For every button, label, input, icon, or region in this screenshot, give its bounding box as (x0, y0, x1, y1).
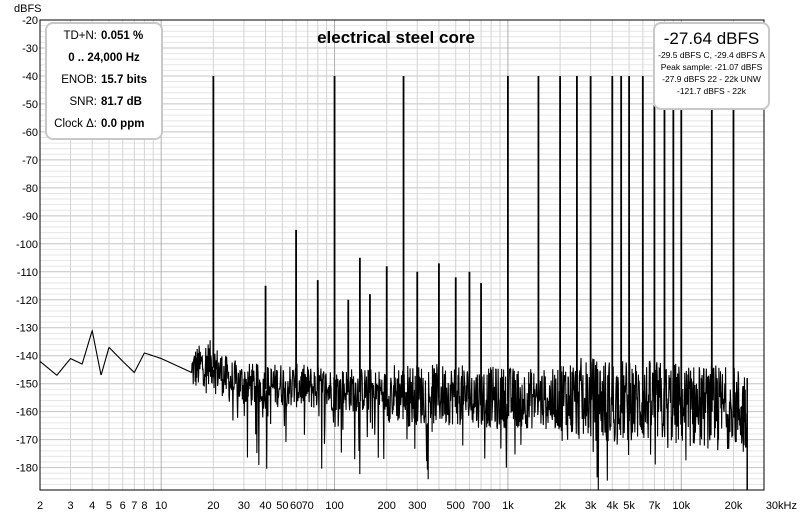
y-tick-label: -20 (22, 15, 38, 27)
x-tick-label: 60 (290, 500, 302, 512)
tdn-row: TD+N: 0.051 % (47, 30, 161, 48)
level-readout-panel: -27.64 dBFS -29.5 dBFS C, -29.4 dBFS A P… (653, 22, 770, 110)
x-tick-label: 20k (725, 500, 743, 512)
x-tick-label: 40 (259, 500, 271, 512)
x-tick-label: 200 (378, 500, 396, 512)
spectrum-trace-group (39, 75, 748, 491)
y-tick-label: -150 (16, 379, 38, 391)
y-tick-label: -140 (16, 351, 38, 363)
snr-label: SNR: (69, 96, 97, 108)
x-tick-label: 100 (325, 500, 343, 512)
tdn-label: TD+N: (63, 30, 97, 42)
x-tick-label: 2 (37, 500, 43, 512)
y-tick-label: -120 (16, 295, 38, 307)
y-tick-label: -180 (16, 463, 38, 475)
y-tick-label: -170 (16, 435, 38, 447)
y-tick-label: -40 (22, 71, 38, 83)
clock-label: Clock Δ: (54, 118, 97, 130)
x-tick-label: 6 (120, 500, 126, 512)
y-axis-label: dBFS (14, 3, 42, 15)
y-tick-label: -70 (22, 155, 38, 167)
x-tick-label: 5 (106, 500, 112, 512)
y-tick-label: -90 (22, 211, 38, 223)
x-tick-label: 10 (155, 500, 167, 512)
plot-border (39, 19, 765, 491)
enob-label: ENOB: (61, 74, 97, 86)
x-tick-label: 30kHz (766, 500, 797, 512)
snr-row: SNR: 81.7 dB (47, 96, 161, 114)
y-tick-label: -160 (16, 407, 38, 419)
x-tick-label: 4k (606, 500, 618, 512)
x-tick-label: 3 (67, 500, 73, 512)
x-tick-label: 70 (302, 500, 314, 512)
y-tick-label: -130 (16, 323, 38, 335)
x-tick-labels: 2 3 4 5 6 7 8 10 20 30 40 50 60 70 100 200 300 500 700 1k 2k… (37, 500, 797, 512)
x-tick-label: 7k (649, 500, 661, 512)
enob-row: ENOB: 15.7 bits (47, 74, 161, 92)
frequency-range-row: 0 .. 24,000 Hz (47, 52, 161, 70)
x-tick-label: 10k (672, 500, 690, 512)
tdn-value: 0.051 % (101, 30, 144, 42)
x-tick-label: 700 (472, 500, 490, 512)
level-unweighted: -27.9 dBFS 22 - 22k UNW (662, 74, 761, 84)
x-tick-label: 2k (554, 500, 566, 512)
y-tick-label: -100 (16, 239, 38, 251)
measurement-stats-panel: TD+N: 0.051 % 0 .. 24,000 Hz ENOB: 15.7 … (45, 22, 163, 140)
enob-value: 15.7 bits (101, 74, 148, 86)
chart-title: electrical steel core (317, 28, 475, 47)
y-tick-label: -30 (22, 43, 38, 55)
x-tick-label: 7 (131, 500, 137, 512)
x-tick-label: 8 (141, 500, 147, 512)
y-tick-label: -60 (22, 127, 38, 139)
x-tick-label: 30 (238, 500, 250, 512)
x-tick-label: 50 (276, 500, 288, 512)
frequency-range: 0 .. 24,000 Hz (68, 52, 140, 64)
level-weighted: -29.5 dBFS C, -29.4 dBFS A (658, 50, 765, 60)
x-tick-label: 300 (408, 500, 426, 512)
x-tick-label: 20 (207, 500, 219, 512)
clock-value: 0.0 ppm (101, 118, 145, 130)
x-tick-label: 1k (502, 500, 514, 512)
x-tick-label: 3k (585, 500, 597, 512)
y-tick-label: -50 (22, 99, 38, 111)
y-tick-label: -110 (17, 267, 38, 279)
y-tick-label: -80 (22, 183, 38, 195)
level-main-value: -27.64 dBFS (663, 29, 760, 48)
y-tick-labels: -20 -30 -40 -50 -60 -70 -80 -90 -100 -110 -120 -130… (16, 15, 38, 475)
x-tick-label: 4 (89, 500, 95, 512)
level-peak-sample: Peak sample: -21.07 dBFS (660, 62, 763, 72)
x-tick-label: 5k (623, 500, 635, 512)
noise-floor-trace (39, 329, 748, 491)
clock-row: Clock Δ: 0.0 ppm (47, 118, 161, 136)
snr-value: 81.7 dB (101, 96, 142, 108)
level-residual: -121.7 dBFS - 22k (677, 86, 746, 96)
x-tick-label: 500 (447, 500, 465, 512)
